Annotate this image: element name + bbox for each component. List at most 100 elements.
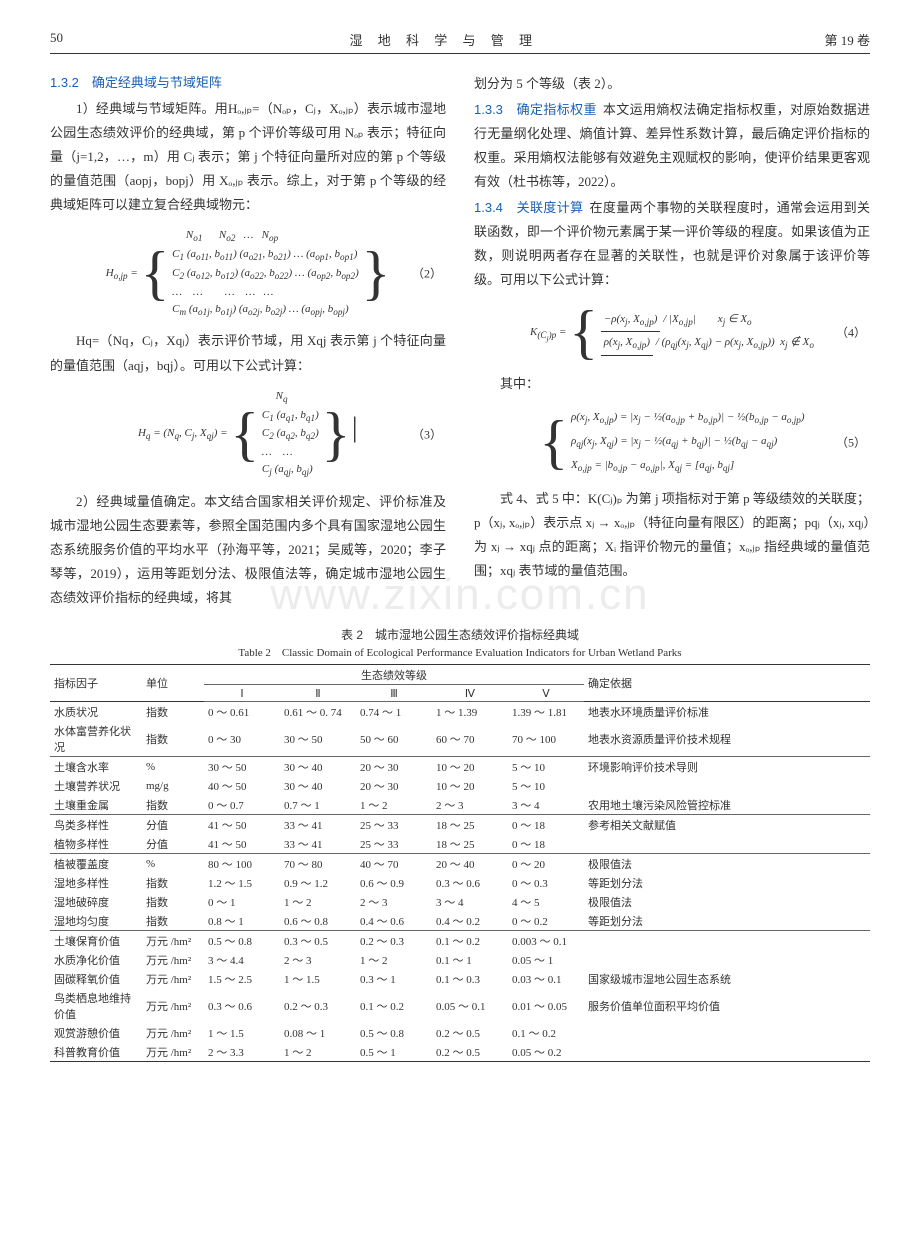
table-cell: 10 ～ 20 — [432, 776, 508, 795]
table-cell: 2 ～ 3 — [280, 950, 356, 969]
table-cell: 国家级城市湿地公园生态系统 — [584, 969, 870, 988]
table-cell: 1 ～ 1.5 — [204, 1023, 280, 1042]
table-cell: 0.1 ～ 0.2 — [508, 1023, 584, 1042]
table-row: 水质状况指数0 ～ 0.610.61 ～ 0. 740.74 ～ 11 ～ 1.… — [50, 702, 870, 722]
table-cell: 观赏游憩价值 — [50, 1023, 142, 1042]
table-row: 土壤保育价值万元 /hm²0.5 ～ 0.80.3 ～ 0.50.2 ～ 0.3… — [50, 931, 870, 951]
table-cell: 1 ～ 2 — [280, 892, 356, 911]
table-cell: 指数 — [142, 873, 204, 892]
table-cell: 极限值法 — [584, 854, 870, 874]
table-cell: 30 ～ 40 — [280, 757, 356, 777]
table-cell: 2 ～ 3 — [432, 795, 508, 815]
table-cell: 0.6 ～ 0.8 — [280, 911, 356, 931]
classic-domain-table: 指标因子 单位 生态绩效等级 确定依据 Ⅰ Ⅱ Ⅲ Ⅳ Ⅴ 水质状况指数0 ～ … — [50, 664, 870, 1062]
table-title: 表 2 城市湿地公园生态绩效评价指标经典域 — [50, 626, 870, 643]
table-cell: 0.03 ～ 0.1 — [508, 969, 584, 988]
table-cell: 33 ～ 41 — [280, 815, 356, 835]
table-cell: 40 ～ 50 — [204, 776, 280, 795]
table-cell: 指数 — [142, 892, 204, 911]
table-cell: 30 ～ 50 — [204, 757, 280, 777]
table-cell: 25 ～ 33 — [356, 834, 432, 854]
table-cell: 参考相关文献赋值 — [584, 815, 870, 835]
right-column: 划分为 5 个等级（表 2）。 1.3.3 确定指标权重本文运用熵权法确定指标权… — [474, 72, 870, 612]
formula-5-number: （5） — [836, 433, 866, 450]
table-cell: 水质净化价值 — [50, 950, 142, 969]
level-2: Ⅱ — [280, 685, 356, 702]
table-subtitle: Table 2 Classic Domain of Ecological Per… — [50, 644, 870, 660]
table-cell: 20 ～ 30 — [356, 776, 432, 795]
table-cell: 33 ～ 41 — [280, 834, 356, 854]
table-cell: 5 ～ 10 — [508, 776, 584, 795]
table-cell: 80 ～ 100 — [204, 854, 280, 874]
where-label: 其中： — [474, 372, 870, 396]
level-5: Ⅴ — [508, 685, 584, 702]
table-cell: 1 ～ 2 — [280, 1042, 356, 1062]
table-row: 水质净化价值万元 /hm²3 ～ 4.42 ～ 31 ～ 20.1 ～ 10.0… — [50, 950, 870, 969]
formula-5: { ρ(xj, Xo,jp) = |xj − ½(ao,jp + bo,jp)|… — [474, 406, 870, 477]
table-cell: 分值 — [142, 834, 204, 854]
table-cell: 指数 — [142, 702, 204, 722]
table-cell: 50 ～ 60 — [356, 721, 432, 757]
table-cell: 1 ～ 1.5 — [280, 969, 356, 988]
table-cell: 0 ～ 18 — [508, 815, 584, 835]
table-row: 土壤重金属指数0 ～ 0.70.7 ～ 11 ～ 22 ～ 33 ～ 4农用地土… — [50, 795, 870, 815]
table-cell: 万元 /hm² — [142, 1023, 204, 1042]
table-cell: 0 ～ 1 — [204, 892, 280, 911]
table-cell: 0.003 ～ 0.1 — [508, 931, 584, 951]
page-header: 50 湿 地 科 学 与 管 理 第 19 卷 — [50, 30, 870, 54]
table-cell — [584, 931, 870, 951]
table-cell — [584, 834, 870, 854]
table-cell: 0.1 ～ 0.2 — [432, 931, 508, 951]
table-cell: 鸟类多样性 — [50, 815, 142, 835]
table-cell: 植被覆盖度 — [50, 854, 142, 874]
table-cell: 0.9 ～ 1.2 — [280, 873, 356, 892]
table-cell: 41 ～ 50 — [204, 815, 280, 835]
table-cell: 0 ～ 18 — [508, 834, 584, 854]
table-cell: 水质状况 — [50, 702, 142, 722]
table-cell: 农用地土壤污染风险管控标准 — [584, 795, 870, 815]
table-cell: 70 ～ 80 — [280, 854, 356, 874]
table-cell: 0 ～ 0.3 — [508, 873, 584, 892]
table-cell: 指数 — [142, 721, 204, 757]
table-row: 湿地均匀度指数0.8 ～ 10.6 ～ 0.80.4 ～ 0.60.4 ～ 0.… — [50, 911, 870, 931]
table-cell: 0.1 ～ 0.2 — [356, 988, 432, 1023]
right-para-2: 1.3.4 关联度计算在度量两个事物的关联程度时，通常会运用到关联函数，即一个评… — [474, 196, 870, 292]
table-cell: 0.2 ～ 0.3 — [280, 988, 356, 1023]
table-cell: 0.3 ～ 0.6 — [432, 873, 508, 892]
formula-2-number: （2） — [412, 265, 442, 282]
table-cell: 0 ～ 0.7 — [204, 795, 280, 815]
formula-4: K(Cj)p = { −ρ(xj, Xo,jp) / |Xo,jp| xj ∈ … — [474, 302, 870, 362]
table-cell: 0.3 ～ 0.5 — [280, 931, 356, 951]
table-cell: mg/g — [142, 776, 204, 795]
table-cell: 3 ～ 4 — [508, 795, 584, 815]
page-number: 50 — [50, 30, 63, 49]
table-cell: 0.2 ～ 0.5 — [432, 1023, 508, 1042]
table-row: 湿地多样性指数1.2 ～ 1.50.9 ～ 1.20.6 ～ 0.90.3 ～ … — [50, 873, 870, 892]
table-cell: 水体富营养化状况 — [50, 721, 142, 757]
table-cell: 0.8 ～ 1 — [204, 911, 280, 931]
table-cell: 鸟类栖息地维持价值 — [50, 988, 142, 1023]
table-cell: 0 ～ 0.61 — [204, 702, 280, 722]
table-cell: 0.05 ～ 0.2 — [508, 1042, 584, 1062]
table-cell: 1 ～ 1.39 — [432, 702, 508, 722]
right-para-4: 式 4、式 5 中：K(Cⱼ)ₚ 为第 j 项指标对于第 p 等级绩效的关联度；… — [474, 487, 870, 583]
table-row: 观赏游憩价值万元 /hm²1 ～ 1.50.08 ～ 10.5 ～ 0.80.2… — [50, 1023, 870, 1042]
table-cell: 0 ～ 0.2 — [508, 911, 584, 931]
table-row: 植被覆盖度%80 ～ 10070 ～ 8040 ～ 7020 ～ 400 ～ 2… — [50, 854, 870, 874]
table-cell: 0.7 ～ 1 — [280, 795, 356, 815]
table-cell: 4 ～ 5 — [508, 892, 584, 911]
table-cell: 0.5 ～ 1 — [356, 1042, 432, 1062]
table-cell: 0.01 ～ 0.05 — [508, 988, 584, 1023]
table-cell: 地表水资源质量评价技术规程 — [584, 721, 870, 757]
table-cell: 1.2 ～ 1.5 — [204, 873, 280, 892]
table-cell: 40 ～ 70 — [356, 854, 432, 874]
table-cell: 0.1 ～ 0.3 — [432, 969, 508, 988]
table-cell: 等距划分法 — [584, 911, 870, 931]
table-cell: 土壤含水率 — [50, 757, 142, 777]
table-row: 固碳释氧价值万元 /hm²1.5 ～ 2.51 ～ 1.50.3 ～ 10.1 … — [50, 969, 870, 988]
table-cell: 0.4 ～ 0.2 — [432, 911, 508, 931]
table-cell: 0.3 ～ 0.6 — [204, 988, 280, 1023]
table-cell: 0.05 ～ 0.1 — [432, 988, 508, 1023]
table-row: 科普教育价值万元 /hm²2 ～ 3.31 ～ 20.5 ～ 10.2 ～ 0.… — [50, 1042, 870, 1062]
table-cell: 土壤保育价值 — [50, 931, 142, 951]
